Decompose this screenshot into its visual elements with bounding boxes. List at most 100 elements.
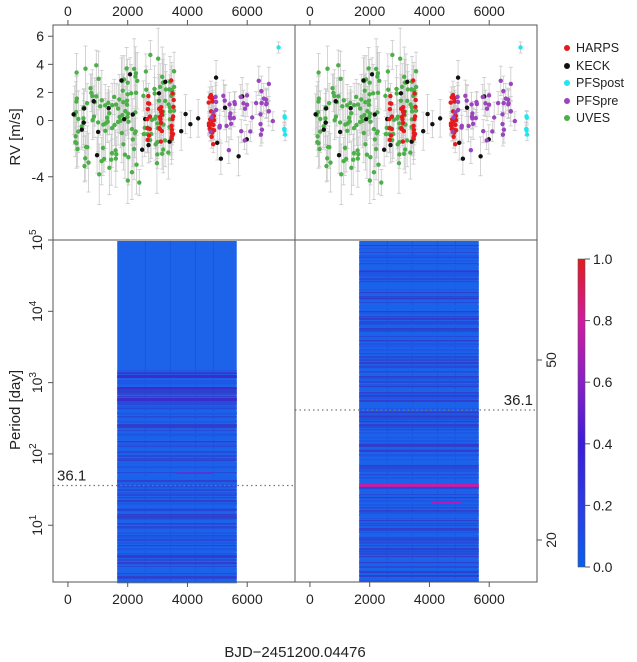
rv-point-harps bbox=[387, 101, 393, 106]
heatmap-row bbox=[117, 529, 237, 531]
rv-point-uves bbox=[345, 121, 350, 126]
heatmap-row bbox=[117, 532, 237, 534]
heatmap-row bbox=[359, 413, 479, 416]
rv-point-keck bbox=[460, 156, 466, 161]
rv-point-uves bbox=[325, 156, 330, 161]
rv-point-uves bbox=[375, 90, 381, 96]
rv-point-uves bbox=[316, 70, 321, 75]
heatmap-row bbox=[117, 401, 237, 403]
rv-point-uves bbox=[356, 152, 361, 157]
rv-point-harps bbox=[387, 116, 392, 122]
rv-point-uves bbox=[171, 69, 177, 74]
heatmap-row bbox=[359, 553, 479, 556]
rv-point-keck bbox=[119, 78, 124, 83]
colorbar-tick-label: 0.0 bbox=[593, 559, 613, 575]
rv-point-uves bbox=[342, 145, 348, 151]
rv-point-pfspre bbox=[500, 112, 505, 117]
rv-point-uves bbox=[126, 154, 131, 160]
heatmap-row bbox=[117, 500, 237, 503]
rv-y-tick-label: 6 bbox=[36, 28, 44, 44]
rv-point-harps bbox=[158, 139, 164, 144]
heatmap-row bbox=[359, 337, 479, 339]
rv-point-uves bbox=[404, 138, 410, 143]
rv-point-uves bbox=[345, 128, 350, 133]
heatmap-row bbox=[359, 528, 479, 530]
rv-point-uves bbox=[405, 87, 411, 92]
x-tick-label-bottom: 0 bbox=[64, 591, 72, 607]
rv-point-uves bbox=[86, 160, 91, 165]
colorbar-tick-label: 1.0 bbox=[593, 251, 613, 267]
rv-point-harps bbox=[170, 91, 175, 96]
rv-point-uves bbox=[155, 121, 160, 126]
colorbar: 0.0 0.2 0.4 0.6 0.8 1.0 bbox=[577, 251, 613, 575]
rv-point-harps bbox=[451, 134, 456, 139]
heatmap-row bbox=[117, 411, 237, 413]
heatmap-row bbox=[359, 318, 479, 321]
heatmap-row bbox=[359, 564, 479, 566]
colorbar-tick-label: 0.4 bbox=[593, 436, 613, 452]
colorbar-tick-label: 0.8 bbox=[593, 313, 613, 329]
rv-point-uves bbox=[152, 91, 157, 96]
legend-label-pfspre: PFSpre bbox=[576, 94, 618, 108]
heatmap-row bbox=[359, 296, 479, 299]
rv-point-pfspre bbox=[468, 148, 474, 153]
rv-point-uves bbox=[125, 114, 130, 120]
heatmap-row bbox=[117, 467, 237, 469]
rv-point-pfspre bbox=[508, 109, 513, 114]
rv-point-uves bbox=[390, 52, 395, 58]
rv-point-uves bbox=[372, 137, 378, 142]
rv-point-pfspost bbox=[282, 115, 288, 120]
rv-point-uves bbox=[374, 130, 380, 136]
heatmap-row bbox=[359, 346, 479, 348]
rv-point-pfspre bbox=[209, 115, 214, 120]
rv-point-uves bbox=[386, 87, 391, 92]
rv-point-uves bbox=[161, 147, 166, 152]
rv-point-uves bbox=[104, 115, 110, 120]
rv-point-pfspre bbox=[501, 88, 506, 94]
rv-point-uves bbox=[167, 109, 173, 114]
rv-point-uves bbox=[366, 102, 372, 107]
rv-point-uves bbox=[413, 84, 419, 90]
rv-point-keck bbox=[388, 142, 393, 148]
colorbar-ticks: 0.0 0.2 0.4 0.6 0.8 1.0 bbox=[585, 251, 613, 575]
heatmap-row bbox=[430, 501, 461, 504]
rv-point-pfspre bbox=[224, 123, 229, 129]
rv-point-uves bbox=[152, 86, 157, 92]
rv-point-uves bbox=[375, 74, 380, 79]
rv-point-pfspre bbox=[222, 98, 227, 103]
heatmap-row bbox=[359, 521, 479, 523]
heatmap-row bbox=[117, 508, 237, 510]
heatmap-row bbox=[117, 545, 237, 547]
heatmap-row bbox=[117, 370, 237, 372]
rv-point-uves bbox=[95, 120, 101, 125]
heatmap-row bbox=[117, 391, 237, 394]
rv-point-uves bbox=[159, 151, 165, 157]
heatmap-row bbox=[117, 425, 237, 428]
heatmap-row bbox=[359, 437, 479, 439]
rv-point-uves bbox=[362, 88, 367, 93]
rv-point-uves bbox=[394, 86, 399, 92]
legend-item-uves: UVES bbox=[564, 111, 610, 125]
rv-point-uves bbox=[331, 90, 336, 96]
heatmap-row bbox=[359, 282, 479, 285]
heatmap-row bbox=[117, 389, 237, 392]
rv-point-pfspre bbox=[491, 115, 497, 120]
heatmap-row bbox=[359, 420, 479, 422]
rv-point-keck bbox=[455, 75, 461, 80]
rv-point-harps bbox=[171, 97, 176, 103]
rv-point-pfspre bbox=[248, 129, 253, 134]
rv-point-keck bbox=[430, 122, 435, 127]
rv-point-pfspre bbox=[506, 102, 511, 107]
heatmap-row bbox=[359, 421, 479, 423]
heatmap-row bbox=[359, 470, 479, 472]
heatmap-row bbox=[359, 548, 479, 551]
heatmap-row bbox=[117, 463, 237, 466]
heatmap-row bbox=[359, 465, 479, 467]
heatmap-row bbox=[359, 264, 479, 267]
heatmap-row bbox=[359, 362, 479, 365]
heatmap-row bbox=[359, 467, 479, 470]
rv-point-uves bbox=[323, 116, 328, 121]
heatmap-row bbox=[359, 504, 479, 506]
rv-point-uves bbox=[408, 150, 413, 155]
rv-point-harps bbox=[169, 130, 175, 136]
